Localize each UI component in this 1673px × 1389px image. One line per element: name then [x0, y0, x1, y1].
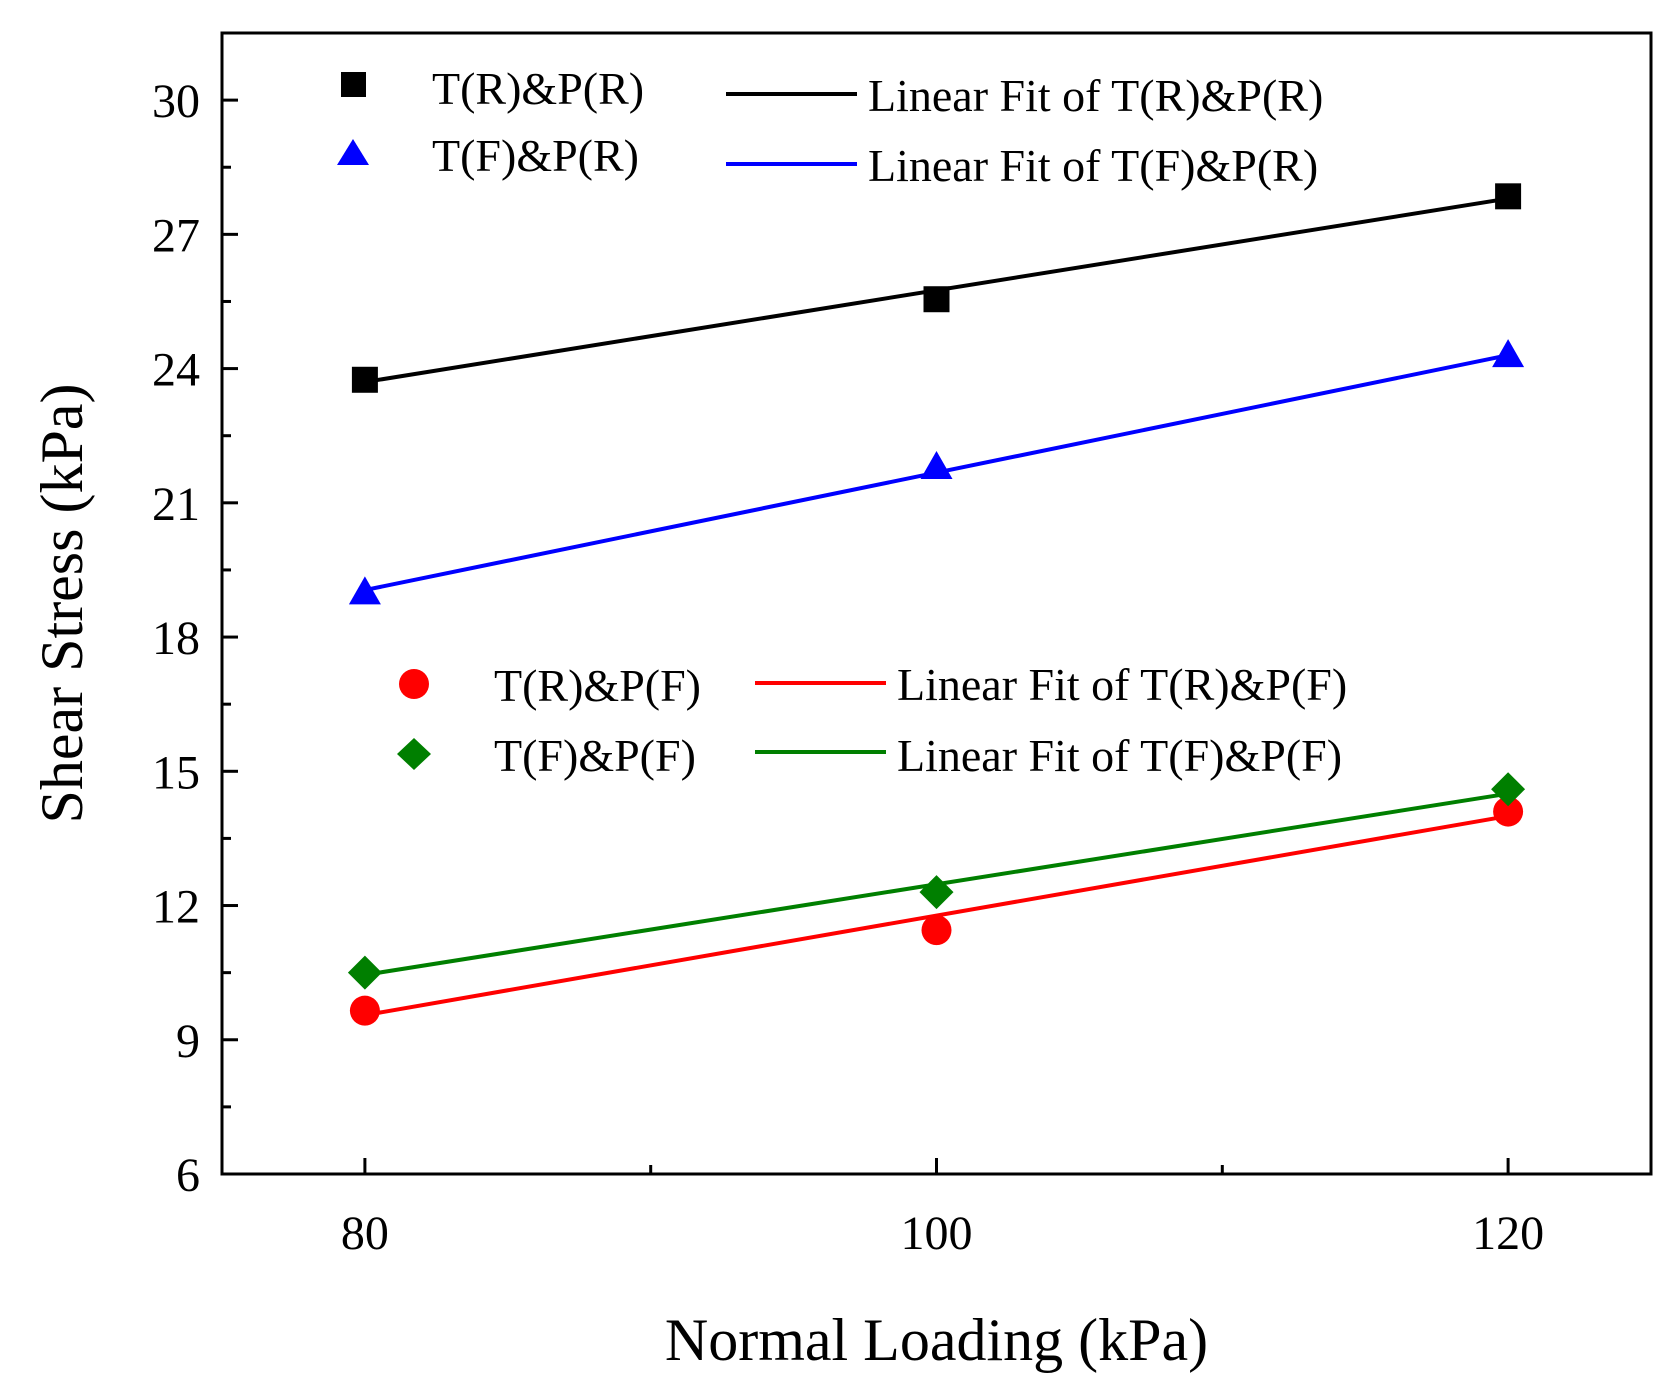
- tick-labels: 6 9 12 15 18 21 24 27 30 80 100 120: [152, 75, 1544, 1260]
- point-s2-100: [920, 451, 953, 480]
- y-tick-label: 15: [152, 746, 200, 799]
- legend-top: T(R)&P(R) Linear Fit of T(R)&P(R) T(F)&P…: [337, 63, 1323, 191]
- point-s1-100: [923, 286, 950, 313]
- y-tick-label: 6: [176, 1149, 200, 1202]
- legend-fit-label-2: Linear Fit of T(F)&P(R): [868, 140, 1318, 191]
- point-s4-100: [919, 875, 954, 910]
- legend-marker-2: [337, 139, 369, 165]
- y-tick-label: 30: [152, 75, 200, 128]
- y-tick-label: 21: [152, 478, 200, 531]
- plot-frame: [220, 31, 1653, 1176]
- x-tick-label: 80: [341, 1207, 389, 1260]
- x-tick-label: 120: [1472, 1207, 1544, 1260]
- legend-label-3: T(R)&P(F): [494, 660, 701, 711]
- legend-marker-3: [399, 669, 429, 699]
- legend-marker-4: [397, 738, 431, 770]
- legend-fit-label-1: Linear Fit of T(R)&P(R): [868, 70, 1323, 121]
- y-tick-label: 27: [152, 209, 200, 262]
- x-tick-label: 100: [901, 1207, 973, 1260]
- y-tick-label: 24: [152, 344, 200, 397]
- point-s4-80: [347, 955, 382, 990]
- point-s2-80: [348, 576, 381, 605]
- x-axis-title: Normal Loading (kPa): [665, 1307, 1208, 1373]
- legend-label-1: T(R)&P(R): [432, 63, 644, 114]
- point-s3-80: [349, 995, 380, 1026]
- y-tick-label: 18: [152, 612, 200, 665]
- axis-ticks: [222, 31, 1510, 1176]
- legend-marker-1: [341, 72, 366, 97]
- data-markers: [347, 183, 1526, 1026]
- point-s3-100: [921, 915, 952, 946]
- point-s2-120: [1492, 339, 1525, 368]
- legend-fit-label-3: Linear Fit of T(R)&P(F): [897, 659, 1347, 710]
- y-tick-label: 9: [176, 1015, 200, 1068]
- point-s4-120: [1491, 772, 1526, 807]
- y-tick-label: 12: [152, 881, 200, 934]
- legend-label-4: T(F)&P(F): [494, 730, 696, 781]
- point-s3-120: [1493, 796, 1524, 827]
- y-axis-title: Shear Stress (kPa): [29, 384, 95, 824]
- legend-label-2: T(F)&P(R): [432, 130, 639, 181]
- point-s1-120: [1495, 183, 1522, 210]
- point-s1-80: [351, 366, 378, 393]
- legend-fit-label-4: Linear Fit of T(F)&P(F): [897, 730, 1342, 781]
- legend-middle: T(R)&P(F) Linear Fit of T(R)&P(F) T(F)&P…: [397, 659, 1347, 781]
